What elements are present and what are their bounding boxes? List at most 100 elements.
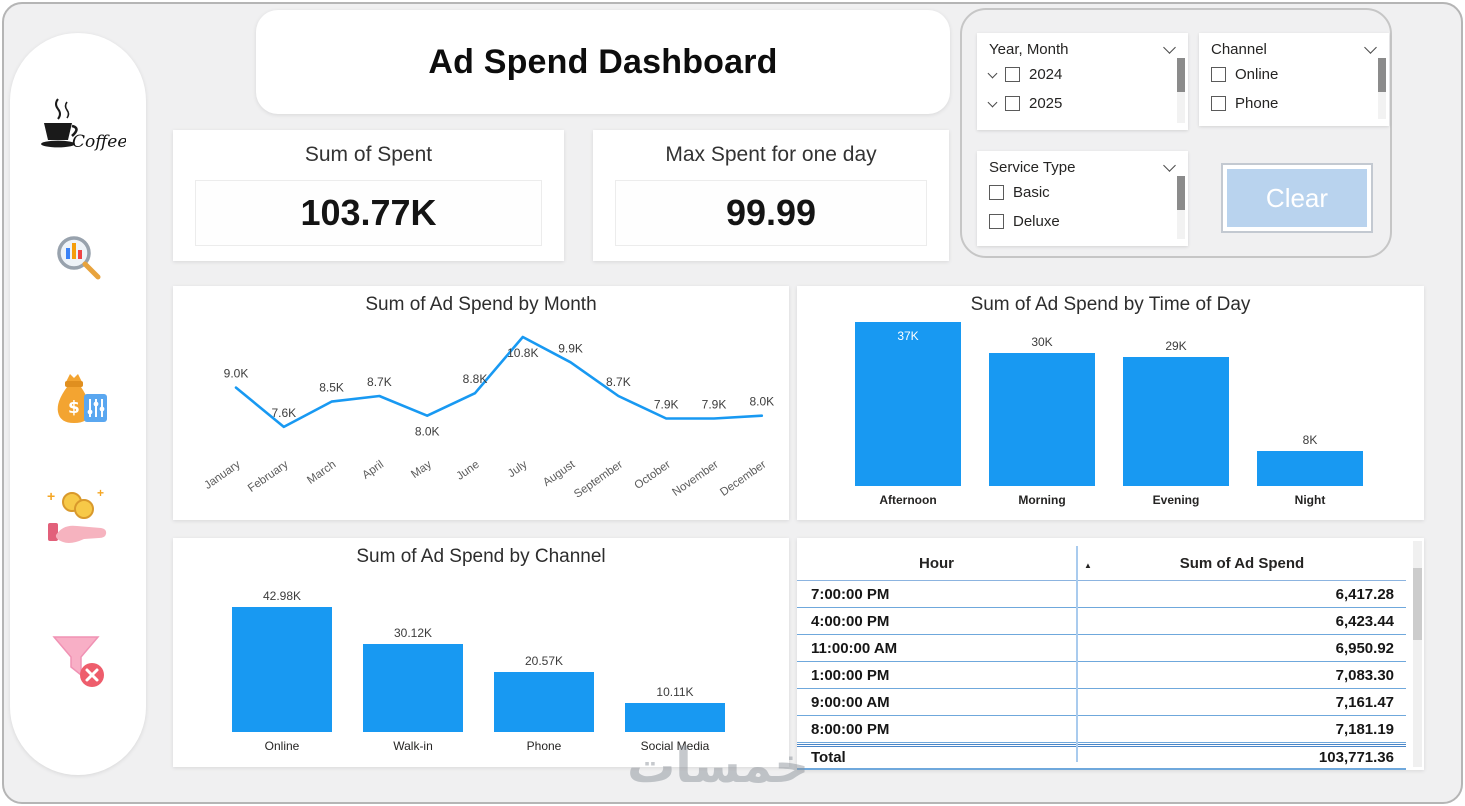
data-label: 8.5K	[319, 381, 344, 395]
chart-title: Sum of Ad Spend by Time of Day	[970, 294, 1251, 315]
column-header-sum[interactable]: Sum of Ad Spend	[1179, 555, 1305, 572]
table-scrollbar-thumb[interactable]	[1413, 568, 1422, 640]
search-analytics-icon[interactable]	[10, 229, 146, 289]
bar-morning[interactable]	[989, 353, 1095, 486]
item-label[interactable]: Phone	[1235, 95, 1279, 112]
bar-walk-in[interactable]	[363, 644, 463, 732]
bar-evening[interactable]	[1123, 357, 1229, 486]
slicer-item-2025[interactable]: 2025	[977, 89, 1188, 118]
slicer-channel: Channel Online Phone	[1199, 33, 1389, 126]
table-row[interactable]: 11:00:00 AM 6,950.92	[797, 635, 1406, 662]
scrollbar-thumb[interactable]	[1177, 58, 1185, 92]
table-row[interactable]: 4:00:00 PM 6,423.44	[797, 608, 1406, 635]
bar-afternoon[interactable]	[855, 322, 961, 486]
column-divider	[1076, 546, 1078, 762]
spend-cell: 6,423.44	[1335, 612, 1394, 630]
chevron-down-icon[interactable]	[1163, 158, 1176, 172]
slicer-item-phone[interactable]: Phone	[1199, 89, 1389, 118]
table-scrollbar-track[interactable]	[1413, 541, 1422, 767]
channel-bar-chart-card: Sum of Ad Spend by Channel 42.98K Online 3…	[173, 538, 789, 767]
brand-text: Coffee	[72, 132, 126, 152]
axis-label-august: August	[541, 458, 578, 489]
slicer-title: Year, Month	[989, 41, 1069, 58]
expand-chevron-icon[interactable]	[987, 97, 998, 107]
table-row[interactable]: 8:00:00 PM 7,181.19	[797, 716, 1406, 743]
checkbox-phone[interactable]	[1211, 96, 1226, 111]
chevron-down-icon[interactable]	[1163, 40, 1176, 54]
table-rows: 7:00:00 PM 6,417.28 4:00:00 PM 6,423.44 11:0…	[797, 581, 1406, 743]
bar-value-label: 8K	[1302, 433, 1318, 447]
expand-chevron-icon[interactable]	[987, 68, 998, 78]
kpi-value-box: 103.77K	[195, 180, 542, 246]
hand-coin-icon[interactable]: + +	[10, 485, 146, 551]
slicer-title: Service Type	[989, 159, 1076, 176]
bar-value-label: 29K	[1165, 339, 1187, 353]
bar-phone[interactable]	[494, 672, 594, 732]
sort-ascending-icon[interactable]: ▲	[1084, 561, 1092, 570]
clear-button[interactable]: Clear	[1227, 169, 1367, 227]
axis-label-october: October	[633, 459, 674, 492]
month-line-plot: 9.0K 7.6K 8.5K 8.7K 8.0K 8.8K 10.8K 9.9K 8.7K 7.9…	[173, 316, 789, 520]
hour-cell: 4:00:00 PM	[811, 612, 890, 630]
item-label[interactable]: 2025	[1029, 95, 1063, 112]
channel-plot: 42.98K Online 30.12K Walk-in 20.57K Phone 10.1…	[173, 538, 789, 767]
money-chart-icon[interactable]: $	[10, 366, 146, 428]
table-row[interactable]: 9:00:00 AM 7,161.47	[797, 689, 1406, 716]
item-label[interactable]: 2024	[1029, 66, 1063, 83]
data-label: 9.0K	[224, 367, 249, 381]
slicer-year-month: Year, Month 2024 2025	[977, 33, 1188, 130]
table-row[interactable]: 7:00:00 PM 6,417.28	[797, 581, 1406, 608]
bar-social-media[interactable]	[625, 703, 725, 732]
checkbox-2025[interactable]	[1005, 96, 1020, 111]
slicer-item-online[interactable]: Online	[1199, 60, 1389, 89]
bar-online[interactable]	[232, 607, 332, 732]
slicer-header[interactable]: Channel	[1199, 33, 1389, 60]
bar-category-label: Evening	[1152, 493, 1200, 507]
slicer-service-type: Service Type Basic Deluxe	[977, 151, 1188, 246]
hour-cell: 11:00:00 AM	[811, 639, 898, 657]
bar-category-label: Online	[264, 739, 300, 753]
steam-icon	[55, 98, 61, 120]
bar-value-label: 30.12K	[393, 626, 433, 640]
spend-cell: 6,950.92	[1335, 639, 1394, 657]
checkbox-2024[interactable]	[1005, 67, 1020, 82]
slicer-header[interactable]: Year, Month	[977, 33, 1188, 60]
line-series[interactable]	[234, 335, 764, 429]
chevron-down-icon[interactable]	[1364, 40, 1377, 54]
bar-category-label: Phone	[526, 739, 562, 753]
hour-cell: 9:00:00 AM	[811, 693, 890, 711]
slicer-item-deluxe[interactable]: Deluxe	[977, 207, 1188, 236]
time-of-day-bar-chart-card: Sum of Ad Spend by Time of Day 37K Aftern…	[797, 286, 1424, 520]
bar-value-label: 20.57K	[524, 654, 564, 668]
column-header-hour[interactable]: Hour	[919, 555, 954, 572]
hour-cell: 8:00:00 PM	[811, 720, 890, 738]
data-label: 8.0K	[749, 395, 774, 409]
kpi-value: 99.99	[725, 192, 817, 233]
clear-filters-icon[interactable]	[10, 629, 146, 693]
svg-text:+: +	[47, 488, 55, 504]
checkbox-deluxe[interactable]	[989, 214, 1004, 229]
data-label: 8.7K	[606, 375, 631, 389]
checkbox-online[interactable]	[1211, 67, 1226, 82]
slicer-header[interactable]: Service Type	[977, 151, 1188, 178]
slicer-title: Channel	[1211, 41, 1267, 58]
scrollbar-thumb[interactable]	[1378, 58, 1386, 92]
bar-value-label: 30K	[1031, 335, 1053, 349]
time-of-day-plot: 37K Afternoon 30K Morning 29K Evening 8K Night	[797, 286, 1424, 520]
table-row[interactable]: 1:00:00 PM 7,083.30	[797, 662, 1406, 689]
slicer-item-basic[interactable]: Basic	[977, 178, 1188, 207]
bar-category-label: Morning	[1018, 493, 1066, 507]
spend-cell: 7,161.47	[1335, 693, 1394, 711]
checkbox-basic[interactable]	[989, 185, 1004, 200]
bar-night[interactable]	[1257, 451, 1363, 486]
axis-label-november: November	[670, 459, 720, 499]
axis-label-december: December	[718, 459, 768, 499]
slicer-item-2024[interactable]: 2024	[977, 60, 1188, 89]
data-label: 10.8K	[507, 346, 538, 360]
scrollbar-thumb[interactable]	[1177, 176, 1185, 210]
item-label[interactable]: Basic	[1013, 184, 1050, 201]
total-label: Total	[811, 749, 846, 766]
item-label[interactable]: Online	[1235, 66, 1279, 83]
item-label[interactable]: Deluxe	[1013, 213, 1060, 230]
